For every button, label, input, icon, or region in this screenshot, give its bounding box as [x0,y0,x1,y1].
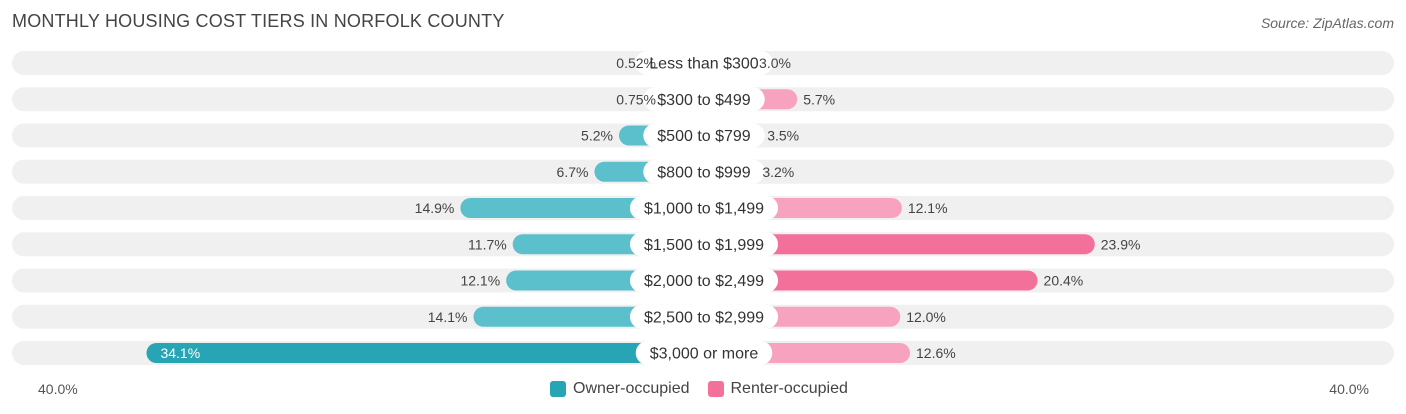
category-pill [629,268,779,293]
owner-value-label: 11.7% [468,236,507,252]
renter-value-label: 12.0% [906,309,946,325]
renter-value-label: 3.2% [762,164,794,180]
owner-value-label: 0.52% [616,55,656,71]
category-label: Less than $300 [649,56,759,73]
category-pill [629,304,779,329]
category-pill [629,232,779,257]
renter-value-label: 5.7% [803,91,835,107]
category-label: $3,000 or more [650,346,759,363]
legend-item-renter: Renter-occupied [707,380,848,398]
category-pill [643,159,765,184]
category-pill [635,51,773,75]
chart-title: MONTHLY HOUSING COST TIERS IN NORFOLK CO… [12,11,505,31]
renter-value-label: 3.5% [767,128,799,144]
renter-value-label: 12.6% [916,345,956,361]
owner-value-label: 14.1% [428,309,468,325]
category-label: $2,000 to $2,499 [644,273,764,290]
renter-value-label: 12.1% [908,200,948,216]
owner-value-label: 0.75% [616,91,656,107]
owner-value-label: 12.1% [460,273,500,289]
legend-swatch-renter [707,381,724,397]
legend-item-owner: Owner-occupied [550,380,690,398]
category-label: $2,500 to $2,999 [644,309,764,326]
legend-label-renter: Renter-occupied [730,380,848,397]
owner-value-label: 14.9% [415,200,455,216]
owner-value-label: 34.1% [160,345,200,361]
renter-value-label: 20.4% [1044,273,1084,289]
category-pill [635,341,773,365]
owner-bar [146,343,705,363]
renter-bar [704,234,1095,255]
legend-label-owner: Owner-occupied [573,380,690,397]
category-pill [643,87,765,112]
legend-swatch-owner [550,381,566,397]
category-label: $1,000 to $1,499 [644,201,764,218]
category-label: $1,500 to $1,999 [644,237,764,254]
axis-label-left: 40.0% [38,381,78,397]
renter-value-label: 23.9% [1101,236,1141,252]
owner-value-label: 5.2% [581,128,613,144]
category-pill [643,123,765,148]
renter-value-label: 3.0% [759,55,791,71]
category-pill [629,196,779,220]
category-label: $300 to $499 [657,92,751,109]
owner-value-label: 6.7% [557,164,589,180]
renter-bar [704,270,1038,291]
category-label: $800 to $999 [657,164,751,181]
category-label: $500 to $799 [657,128,751,145]
source-label[interactable]: Source: ZipAtlas.com [1260,15,1394,31]
axis-label-right: 40.0% [1329,381,1369,397]
legend: Owner-occupied Renter-occupied [550,380,866,398]
